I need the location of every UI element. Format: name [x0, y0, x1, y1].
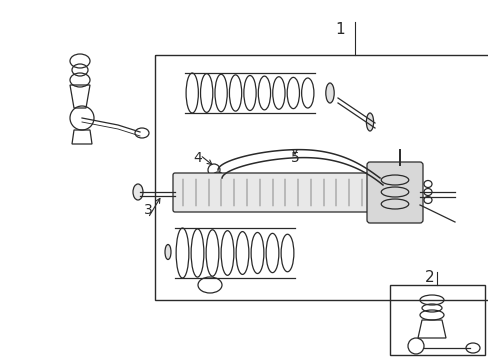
Ellipse shape — [164, 244, 171, 260]
FancyBboxPatch shape — [173, 173, 371, 212]
Text: 4: 4 — [193, 151, 202, 165]
Ellipse shape — [133, 184, 142, 200]
Text: 2: 2 — [425, 270, 434, 285]
Text: 3: 3 — [143, 203, 152, 217]
Bar — [389, 285, 484, 355]
Ellipse shape — [366, 113, 373, 131]
Text: 5: 5 — [290, 151, 299, 165]
Ellipse shape — [325, 83, 333, 103]
Text: 1: 1 — [334, 22, 344, 37]
FancyBboxPatch shape — [366, 162, 422, 223]
Bar — [155, 55, 488, 300]
